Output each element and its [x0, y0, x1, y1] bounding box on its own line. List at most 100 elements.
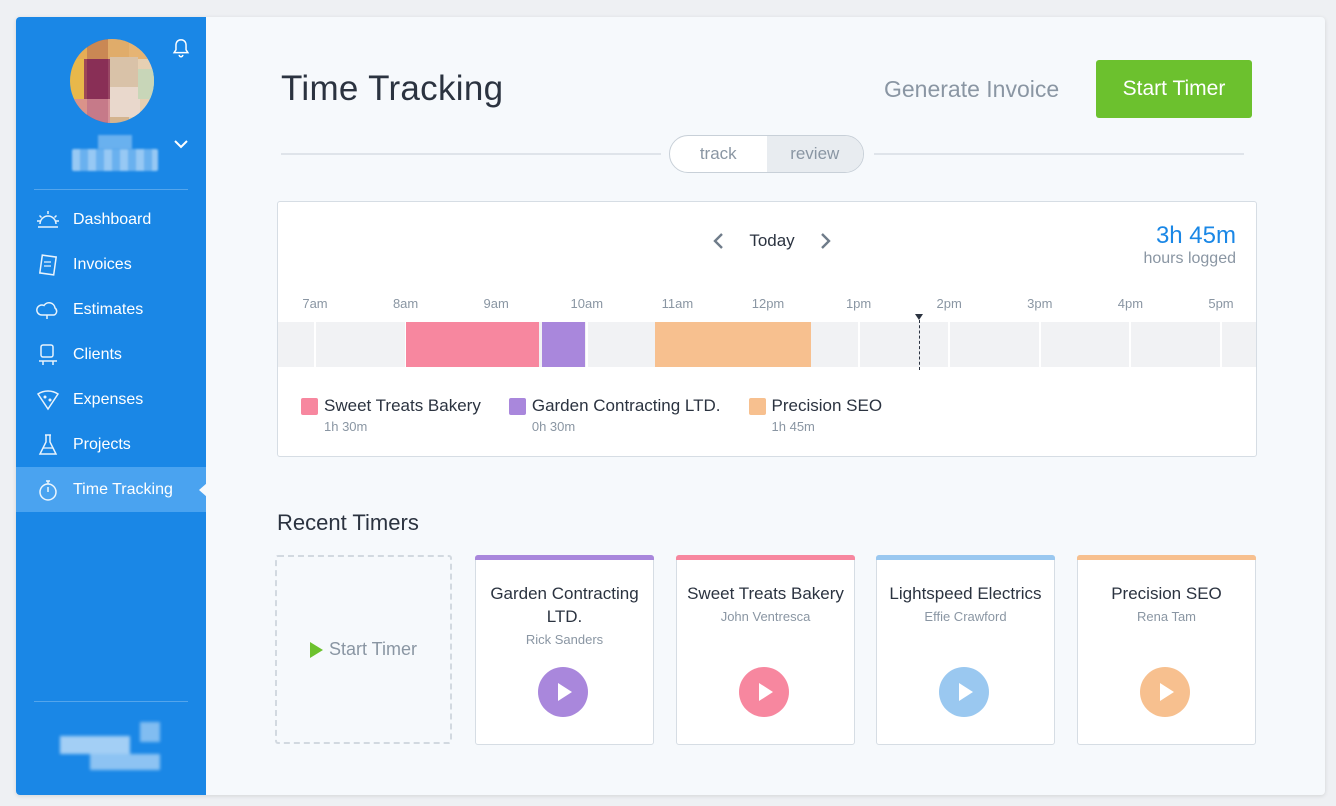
play-icon: [959, 683, 973, 701]
sidebar-item-time-tracking[interactable]: Time Tracking: [16, 467, 207, 512]
timeline-card: Today 3h 45m hours logged 7am 8am 9am 10am 1…: [277, 201, 1257, 457]
timer-card[interactable]: Precision SEO Rena Tam: [1077, 555, 1256, 745]
play-button[interactable]: [939, 667, 989, 717]
sidebar-item-invoices[interactable]: Invoices: [16, 242, 206, 287]
hour-label: 5pm: [1208, 296, 1234, 311]
play-button[interactable]: [538, 667, 588, 717]
timer-client: Sweet Treats Bakery: [687, 584, 844, 603]
legend: Sweet Treats Bakery 1h 30m Garden Contra…: [301, 396, 910, 434]
hour-label: 12pm: [751, 296, 785, 311]
play-icon: [558, 683, 572, 701]
bell-icon[interactable]: [170, 37, 192, 59]
app-window: Dashboard Invoices Estimates Clients: [16, 17, 1325, 795]
timer-person: Effie Crawford: [924, 609, 1007, 624]
invoice-icon: [36, 253, 60, 277]
new-timer-card[interactable]: Start Timer: [275, 555, 452, 744]
legend-swatch: [301, 398, 318, 415]
hour-label: 7am: [302, 296, 328, 311]
timer-color-bar: [475, 555, 654, 560]
hour-label: 1pm: [845, 296, 872, 311]
recent-timers-heading: Recent Timers: [277, 510, 419, 535]
sidebar-item-dashboard[interactable]: Dashboard: [16, 197, 206, 242]
sidebar-item-clients[interactable]: Clients: [16, 332, 206, 377]
sidebar: Dashboard Invoices Estimates Clients: [16, 17, 207, 795]
date-label: Today: [749, 231, 795, 250]
timer-client: Garden Contracting LTD.: [490, 584, 639, 626]
hour-gridline: [948, 322, 951, 367]
sidebar-item-label: Clients: [73, 345, 122, 363]
hour-gridline: [585, 322, 588, 367]
sidebar-item-label: Estimates: [73, 300, 144, 318]
sidebar-nav: Dashboard Invoices Estimates Clients: [16, 197, 207, 512]
timer-person: Rick Sanders: [525, 632, 604, 647]
date-navigator: Today: [712, 226, 832, 256]
chevron-down-icon[interactable]: [173, 137, 189, 151]
page-title: Time Tracking: [281, 69, 504, 108]
time-entry-block[interactable]: [654, 322, 812, 367]
hour-gridline: [1038, 322, 1041, 367]
sidebar-item-expenses[interactable]: Expenses: [16, 377, 206, 422]
current-time-marker: [915, 314, 923, 320]
stopwatch-icon: [36, 478, 60, 502]
timer-client: Precision SEO: [1111, 584, 1222, 603]
sidebar-item-label: Time Tracking: [73, 480, 173, 498]
hour-labels: 7am 8am 9am 10am 11am 12pm 1pm 2pm 3pm 4pm 5pm: [278, 296, 1256, 314]
hour-gridline: [314, 322, 316, 367]
divider: [281, 153, 661, 155]
play-button[interactable]: [739, 667, 789, 717]
legend-swatch: [508, 398, 526, 415]
dashboard-icon: [36, 208, 60, 232]
timer-card[interactable]: Lightspeed Electrics Effie Crawford: [876, 555, 1055, 745]
hour-label: 2pm: [936, 296, 962, 311]
legend-item: Precision SEO 1h 45m: [748, 396, 883, 434]
hour-label: 4pm: [1117, 296, 1144, 311]
legend-client: Sweet Treats Bakery: [324, 396, 481, 415]
chevron-right-icon[interactable]: [818, 232, 832, 250]
sidebar-item-label: Invoices: [73, 255, 132, 273]
estimate-icon: [36, 298, 60, 322]
timer-client: Lightspeed Electrics: [889, 584, 1042, 603]
user-name-blurred: [72, 149, 158, 171]
divider: [34, 701, 188, 702]
legend-client: Precision SEO: [771, 396, 883, 415]
toggle-review[interactable]: review: [766, 136, 863, 172]
hour-label: 8am: [392, 296, 419, 311]
legend-client: Garden Contracting LTD.: [531, 396, 721, 415]
chevron-left-icon[interactable]: [712, 232, 726, 250]
start-timer-button[interactable]: Start Timer: [1096, 60, 1252, 118]
legend-duration: 1h 45m: [771, 419, 815, 434]
toggle-track[interactable]: track: [699, 144, 737, 163]
divider: [874, 153, 1244, 155]
view-toggle: track review: [669, 135, 864, 173]
current-time-line: [919, 320, 920, 370]
hour-gridline: [857, 322, 860, 367]
generate-invoice-link[interactable]: Generate Invoice: [884, 76, 1060, 102]
sidebar-item-label: Expenses: [73, 390, 144, 408]
divider: [34, 189, 188, 190]
hour-label: 9am: [483, 296, 509, 311]
play-icon: [759, 683, 773, 701]
legend-duration: 0h 30m: [531, 419, 576, 434]
play-button[interactable]: [1140, 667, 1190, 717]
sidebar-item-estimates[interactable]: Estimates: [16, 287, 206, 332]
hour-label: 3pm: [1027, 296, 1053, 311]
timer-card[interactable]: Sweet Treats Bakery John Ventresca: [676, 555, 855, 745]
timer-color-bar: [676, 555, 855, 560]
timer-color-bar: [1077, 555, 1256, 560]
new-timer-label: Start Timer: [328, 639, 417, 659]
hour-label: 11am: [661, 296, 694, 311]
legend-item: Sweet Treats Bakery 1h 30m: [301, 396, 481, 434]
legend-item: Garden Contracting LTD. 0h 30m: [508, 396, 721, 434]
legend-swatch: [748, 398, 766, 415]
sidebar-item-label: Projects: [73, 435, 131, 453]
expenses-icon: [36, 388, 60, 412]
timer-card[interactable]: Garden Contracting LTD. Rick Sanders: [475, 555, 654, 745]
play-icon: [309, 641, 323, 658]
timeline-track: [278, 322, 1256, 367]
sidebar-item-projects[interactable]: Projects: [16, 422, 206, 467]
time-entry-block[interactable]: [405, 322, 540, 367]
avatar[interactable]: [70, 39, 154, 123]
projects-icon: [36, 433, 60, 457]
time-entry-block[interactable]: [541, 322, 585, 367]
timer-person: Rena Tam: [1136, 609, 1196, 624]
